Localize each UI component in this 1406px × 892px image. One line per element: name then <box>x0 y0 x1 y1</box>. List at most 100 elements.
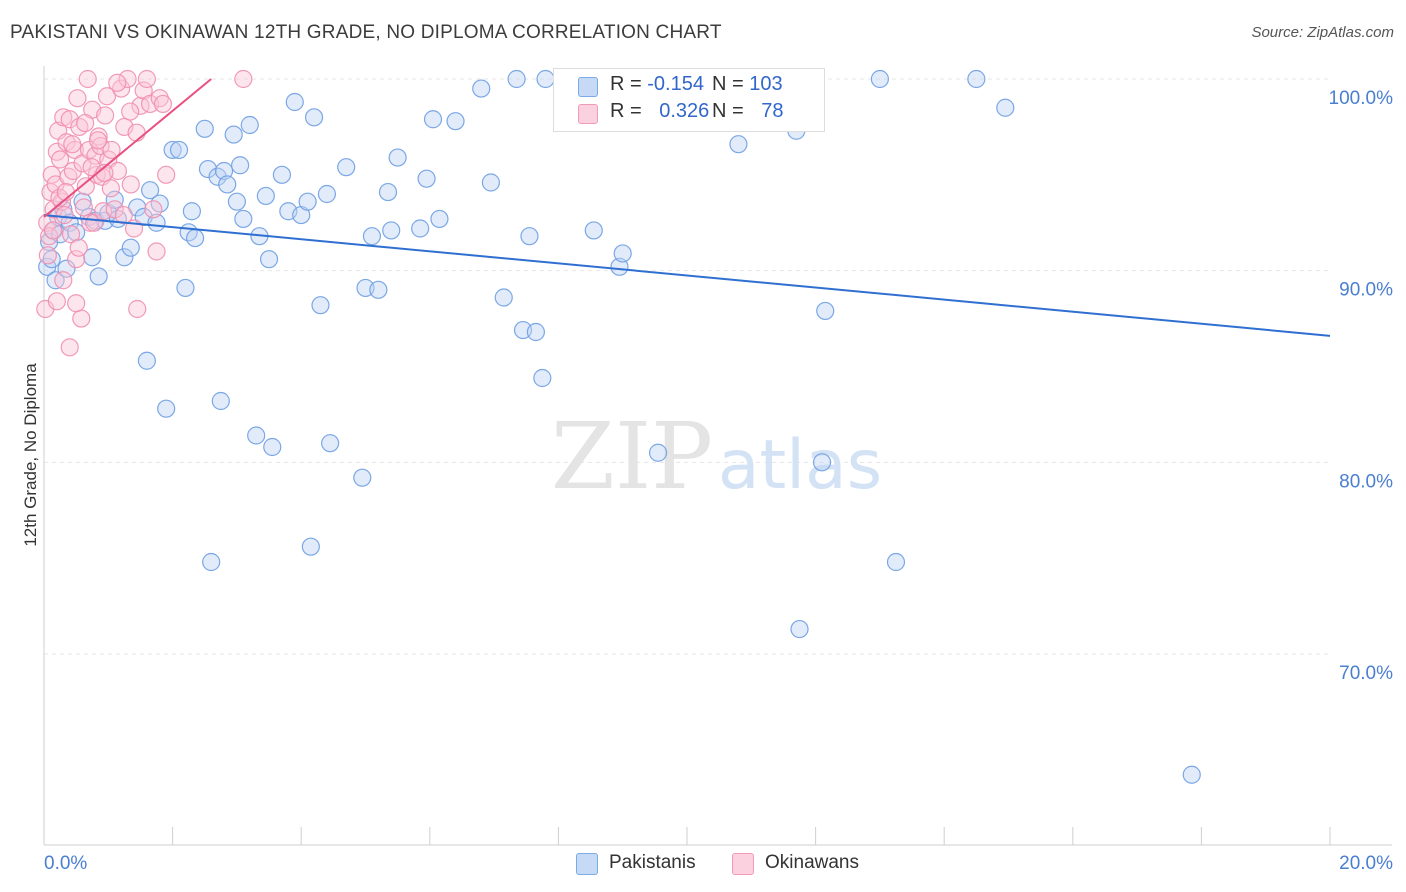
okinawans-point-54 <box>147 242 166 261</box>
pakistanis-point-57 <box>301 537 320 556</box>
pakistanis-point-62 <box>337 158 356 177</box>
pakistanis-point-77 <box>494 288 513 307</box>
pakistanis-point-60 <box>317 184 337 204</box>
series-swatch-okinawans <box>732 853 754 875</box>
pakistanis-point-84 <box>584 221 603 240</box>
pakistanis-point-70 <box>411 219 430 238</box>
pakistanis-point-36 <box>198 159 218 179</box>
okinawans-point-56 <box>153 94 173 114</box>
pakistanis-point-83 <box>536 69 555 89</box>
pakistanis-point-59 <box>311 296 330 315</box>
pakistanis-point-68 <box>382 221 401 240</box>
okinawans-point-26 <box>78 69 97 89</box>
pakistanis-point-80 <box>520 227 539 246</box>
pakistanis-point-35 <box>195 119 214 138</box>
okinawans-trend-line <box>43 78 212 218</box>
okinawans-point-53 <box>144 200 163 219</box>
x-tick-label-0: 0.0% <box>44 853 87 874</box>
pakistanis-point-61 <box>321 434 340 453</box>
pakistanis-point-42 <box>224 125 243 144</box>
okinawans-point-12 <box>55 205 74 225</box>
legend-n-okinawans: N = 78 <box>712 100 784 122</box>
pakistanis-point-45 <box>234 209 253 229</box>
okinawans-point-16 <box>61 225 81 244</box>
pakistanis-point-81 <box>526 322 545 342</box>
series-swatch-pakistanis <box>576 853 598 875</box>
pakistanis-point-54 <box>285 92 304 112</box>
okinawans-point-48 <box>128 299 147 319</box>
okinawans-point-51 <box>137 69 156 89</box>
pakistanis-point-24 <box>137 351 156 370</box>
okinawans-point-40 <box>102 140 121 160</box>
pakistanis-point-65 <box>362 227 382 246</box>
legend-r-pakistanis: R = -0.154 <box>610 73 704 95</box>
pakistanis-trend-line <box>43 214 1331 337</box>
pakistanis-point-78 <box>507 69 526 89</box>
pakistanis-point-22 <box>128 198 147 217</box>
pakistanis-point-100 <box>996 98 1015 117</box>
okinawans-point-25 <box>76 177 95 196</box>
okinawans-point-59 <box>60 338 79 357</box>
pakistanis-point-95 <box>812 453 832 472</box>
okinawans-point-73 <box>114 205 133 225</box>
legend-swatch-pakistanis <box>578 77 598 97</box>
pakistanis-point-4 <box>46 271 65 290</box>
series-label-okinawans: Okinawans <box>765 852 859 873</box>
pakistanis-point-85 <box>610 257 629 276</box>
pakistanis-point-75 <box>472 79 491 98</box>
okinawans-point-20 <box>68 89 87 108</box>
pakistanis-point-20 <box>115 248 134 267</box>
chart-title: PAKISTANI VS OKINAWAN 12TH GRADE, NO DIP… <box>10 22 722 43</box>
pakistanis-point-97 <box>870 69 890 89</box>
okinawans-point-76 <box>234 69 253 89</box>
y-tick-label-1: 90.0% <box>1339 280 1393 301</box>
pakistanis-point-72 <box>423 110 443 129</box>
pakistanis-point-18 <box>105 190 124 209</box>
axes <box>43 66 1392 846</box>
trend-lines <box>43 78 1331 337</box>
pakistanis-point-56 <box>298 192 317 211</box>
okinawans-point-67 <box>76 113 95 133</box>
pakistanis-point-37 <box>202 552 221 572</box>
okinawans-point-66 <box>69 238 88 257</box>
okinawans-point-22 <box>72 309 91 328</box>
pakistanis-point-69 <box>388 148 407 167</box>
okinawans-point-46 <box>121 175 140 194</box>
pakistanis-point-15 <box>89 267 108 286</box>
okinawans-point-55 <box>150 89 169 108</box>
okinawans-point-38 <box>97 87 117 106</box>
pakistanis-point-49 <box>256 186 275 206</box>
y-tick-label-0: 100.0% <box>1329 88 1394 109</box>
pakistanis-point-30 <box>169 140 189 160</box>
okinawans-point-19 <box>67 250 86 269</box>
okinawans-point-37 <box>95 106 115 125</box>
pakistanis-point-94 <box>790 619 809 639</box>
okinawans-point-24 <box>74 198 93 217</box>
pakistanis-point-39 <box>211 391 230 411</box>
pakistanis-point-11 <box>73 192 92 211</box>
pakistanis-point-82 <box>533 368 552 388</box>
pakistanis-point-101 <box>1182 765 1201 784</box>
pakistanis-point-74 <box>446 112 465 131</box>
pakistanis-point-29 <box>163 140 182 160</box>
pakistanis-point-76 <box>481 173 500 192</box>
okinawans-point-52 <box>140 94 160 114</box>
pakistanis-point-25 <box>140 181 160 200</box>
pakistanis-point-47 <box>247 426 266 445</box>
pakistanis-point-34 <box>186 228 205 248</box>
okinawans-point-69 <box>88 131 108 150</box>
okinawans-point-65 <box>63 135 82 154</box>
pakistanis-point-13 <box>83 248 102 267</box>
okinawans-point-62 <box>43 221 63 240</box>
pakistanis-point-51 <box>263 437 282 457</box>
pakistanis-point-66 <box>369 280 388 299</box>
okinawans-point-9 <box>50 150 70 169</box>
pakistanis-point-99 <box>967 69 986 89</box>
tick-labels: 100.0% 90.0% 80.0% 70.0% 0.0% 20.0% <box>44 88 1393 874</box>
series-label-pakistanis: Pakistanis <box>609 852 696 873</box>
okinawans-point-57 <box>157 165 176 184</box>
pakistanis-point-8 <box>57 259 76 278</box>
pakistanis-point-92 <box>729 135 748 154</box>
pakistanis-point-41 <box>218 175 237 194</box>
